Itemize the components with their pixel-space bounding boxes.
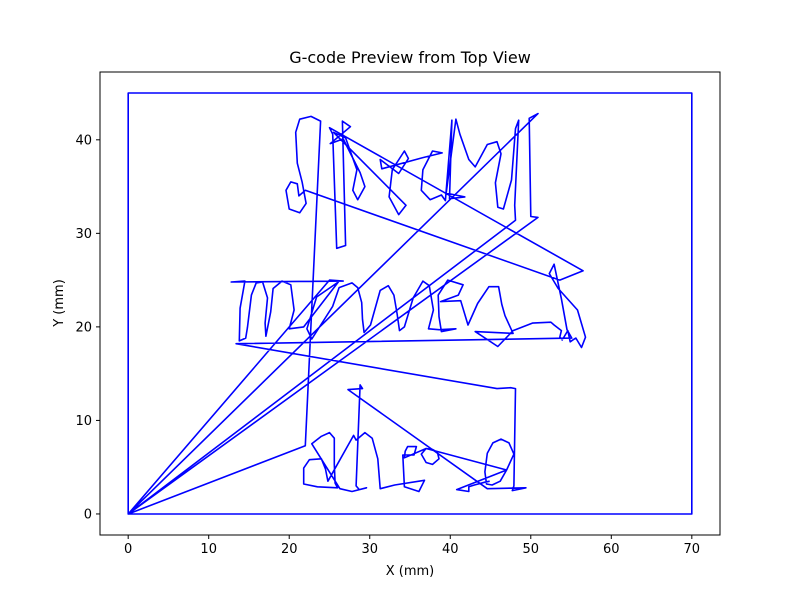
toolpath-series-line <box>127 92 693 515</box>
chart-title: G-code Preview from Top View <box>289 48 531 67</box>
x-axis-label: X (mm) <box>386 564 435 579</box>
x-axis: 0 10 20 30 40 50 60 70 <box>124 535 700 557</box>
y-tick-label: 20 <box>75 320 92 335</box>
y-axis: 0 10 20 30 40 <box>75 133 100 522</box>
x-tick-label: 20 <box>281 542 298 557</box>
x-tick-label: 50 <box>523 542 540 557</box>
x-tick-label: 70 <box>684 542 701 557</box>
plot-area <box>99 71 721 536</box>
x-tick-label: 30 <box>361 542 378 557</box>
series-layer <box>127 92 693 515</box>
y-tick-label: 10 <box>75 414 92 429</box>
x-tick-label: 0 <box>124 542 132 557</box>
x-tick-label: 10 <box>200 542 217 557</box>
y-axis-label: Y (mm) <box>52 279 67 328</box>
y-tick-label: 40 <box>75 133 92 148</box>
x-tick-label: 40 <box>442 542 459 557</box>
y-tick-label: 30 <box>75 227 92 242</box>
y-tick-label: 0 <box>84 507 92 522</box>
x-tick-label: 60 <box>603 542 620 557</box>
